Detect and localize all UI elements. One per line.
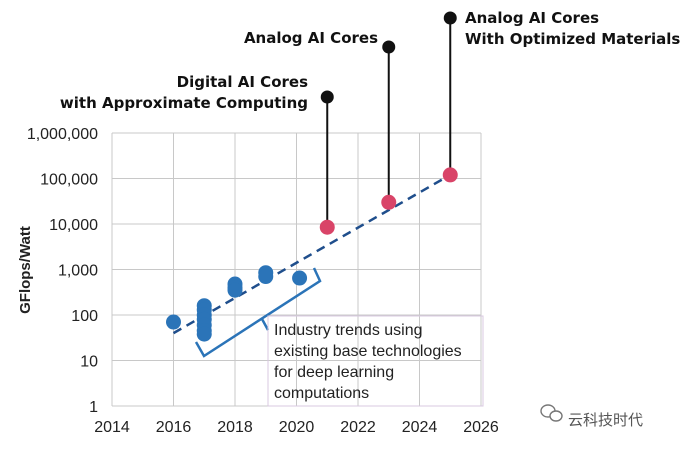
x-tick-label: 2020 <box>279 419 315 436</box>
ibm-core-point <box>442 167 458 183</box>
ibm-core-point <box>319 219 335 235</box>
y-tick-label: 10 <box>80 354 98 371</box>
industry-point <box>196 326 212 342</box>
industry-point <box>258 269 274 285</box>
bracket-note-line1: Industry trends using <box>274 322 423 339</box>
data-points <box>166 167 458 342</box>
x-tick-label: 2024 <box>402 419 438 436</box>
y-tick-labels: 1 10 100 1,000 10,000 100,000 1,000,000 <box>27 126 98 416</box>
industry-point <box>292 270 308 286</box>
bracket-note-line3: for deep learning <box>274 364 394 381</box>
x-tick-labels: 2014 2016 2018 2020 2022 2024 2026 <box>94 419 499 436</box>
ibm-core-point <box>381 194 397 210</box>
callout-analog-line1: Analog AI Cores <box>244 29 378 47</box>
y-tick-label: 10,000 <box>49 217 98 234</box>
wechat-bubble-icon <box>540 404 563 422</box>
bracket-shape <box>194 267 322 358</box>
callout-knob-digital <box>320 90 334 104</box>
industry-bracket <box>194 267 484 407</box>
callout-digital-line1: Digital AI Cores <box>177 73 308 91</box>
x-tick-label: 2018 <box>217 419 253 436</box>
bracket-pointer <box>260 318 270 331</box>
industry-point <box>227 282 243 298</box>
callout-knob-analog <box>382 40 396 54</box>
callout-analog-opt-line2: With Optimized Materials <box>465 30 680 48</box>
bracket-note-line2: existing base technologies <box>274 343 462 360</box>
trendline <box>172 173 451 335</box>
callout-leaders <box>320 11 457 228</box>
callout-digital-line2: with Approximate Computing <box>60 94 308 112</box>
industry-point <box>166 314 181 330</box>
callout-analog-opt-line1: Analog AI Cores <box>465 9 599 27</box>
grid-lines <box>111 132 482 407</box>
y-tick-label: 1 <box>89 399 98 416</box>
y-tick-label: 1,000,000 <box>27 126 98 143</box>
y-tick-label: 100 <box>71 308 98 325</box>
x-tick-label: 2022 <box>340 419 376 436</box>
x-tick-label: 2016 <box>156 419 192 436</box>
y-tick-label: 100,000 <box>40 172 98 189</box>
callout-knob-analog-optimized <box>443 11 457 25</box>
x-tick-label: 2014 <box>94 419 130 436</box>
x-tick-label: 2026 <box>463 419 499 436</box>
trendline-group <box>172 173 451 335</box>
y-tick-label: 1,000 <box>58 263 98 280</box>
y-axis-title: GFlops/Watt <box>17 226 34 314</box>
watermark-text: 云科技时代 <box>568 411 643 429</box>
bracket-note-line4: computations <box>274 385 369 402</box>
bracket-note-box <box>267 315 484 407</box>
